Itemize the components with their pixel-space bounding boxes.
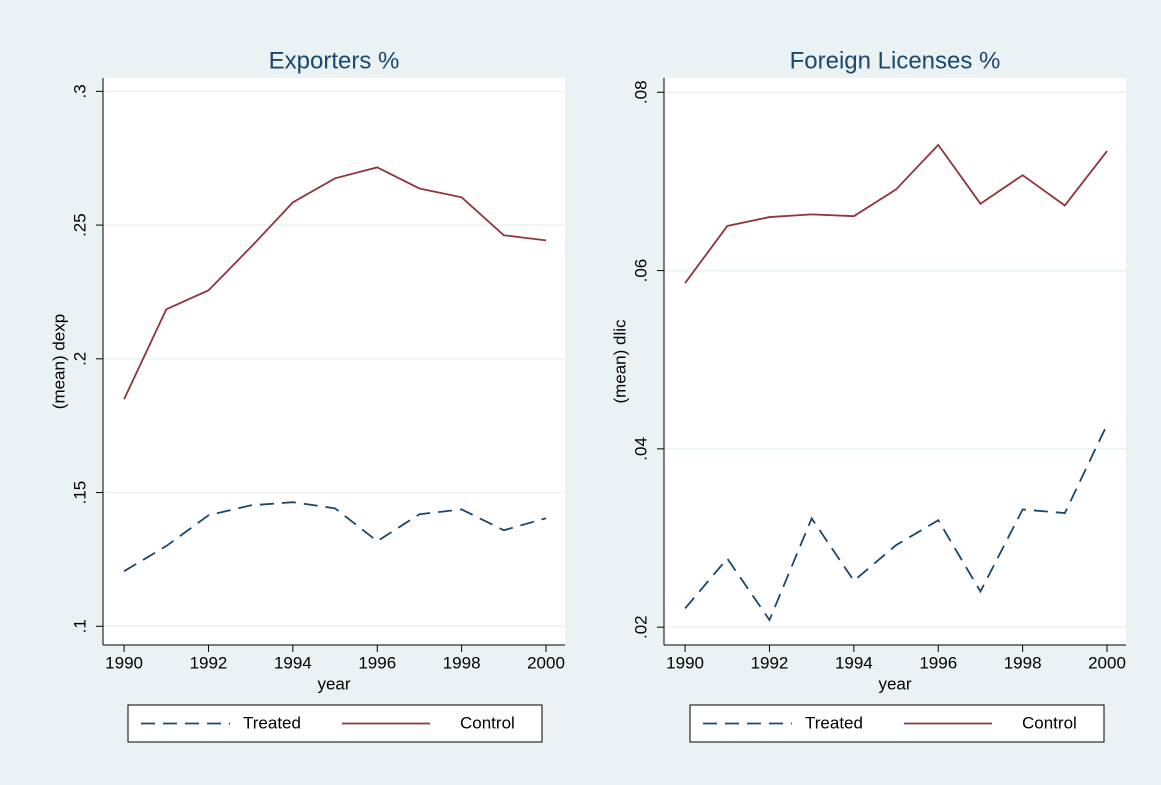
y-axis-title: (mean) dlic <box>610 319 629 404</box>
legend: Treated Control <box>127 704 543 743</box>
y-axis-title: (mean) dexp <box>49 314 68 409</box>
x-tick-label: 2000 <box>527 653 565 672</box>
x-axis-title: year <box>878 674 911 693</box>
y-tick-label: .08 <box>631 80 650 104</box>
x-tick-label: 1996 <box>358 653 396 672</box>
y-tick-label: .04 <box>631 437 650 461</box>
x-tick-label: 1998 <box>1004 653 1042 672</box>
x-tick-label: 1990 <box>666 653 704 672</box>
x-tick-label: 1992 <box>751 653 789 672</box>
x-tick-label: 1992 <box>190 653 228 672</box>
x-tick-label: 1994 <box>835 653 873 672</box>
y-tick-label: .2 <box>70 352 89 366</box>
series-line <box>123 501 547 572</box>
series-line <box>684 424 1108 622</box>
legend-label: Treated <box>243 713 301 732</box>
x-tick-label: 1996 <box>919 653 957 672</box>
x-tick-label: 1998 <box>443 653 481 672</box>
legend: Treated Control <box>689 704 1105 743</box>
y-tick-label: .02 <box>631 615 650 639</box>
y-tick-label: .06 <box>631 259 650 283</box>
series-line <box>684 143 1108 284</box>
chart-title: Foreign Licenses % <box>790 47 1001 74</box>
legend-label: Control <box>460 713 515 732</box>
chart-title: Exporters % <box>269 47 400 74</box>
legend-label: Treated <box>805 713 863 732</box>
legend-label: Control <box>1022 713 1077 732</box>
y-tick-label: .25 <box>70 213 89 237</box>
x-tick-label: 1990 <box>105 653 143 672</box>
x-tick-label: 1994 <box>274 653 312 672</box>
series-line <box>123 166 547 400</box>
y-tick-label: .1 <box>70 619 89 633</box>
y-tick-label: .3 <box>70 84 89 98</box>
x-tick-label: 2000 <box>1088 653 1126 672</box>
plot-area <box>664 78 1126 645</box>
y-tick-label: .15 <box>70 481 89 505</box>
x-axis-title: year <box>317 674 350 693</box>
plot-area <box>103 78 565 645</box>
